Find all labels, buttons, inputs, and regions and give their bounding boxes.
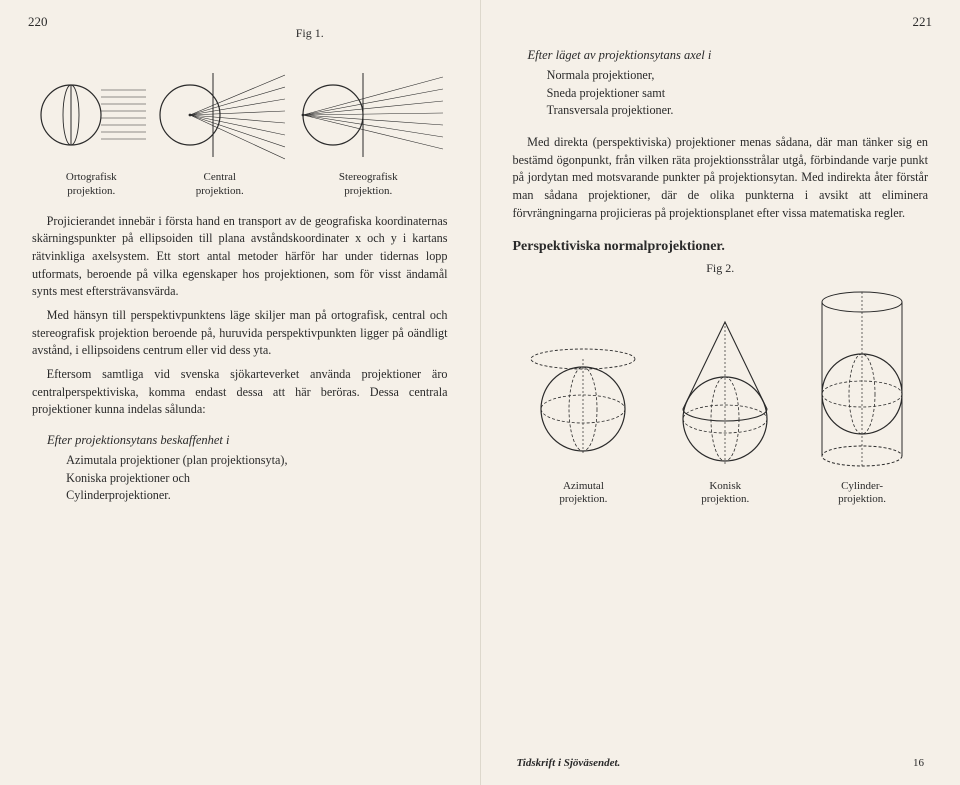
azimutal-diagram bbox=[523, 324, 643, 474]
section-perspektiviska: Perspektiviska normalprojektioner. bbox=[513, 239, 929, 255]
list2: Normala projektioner, Sneda projektioner… bbox=[547, 67, 928, 120]
list1-item-2: Cylinderprojektioner. bbox=[66, 487, 447, 505]
fig1-ortografisk: Ortografisk projektion. bbox=[36, 65, 146, 199]
fig1-caption-0a: Ortografisk bbox=[36, 171, 146, 185]
journal-footer: Tidskrift i Sjöväsendet. bbox=[517, 757, 621, 769]
fig1-caption-1a: Central bbox=[155, 171, 285, 185]
list1-item-1: Koniska projektioner och bbox=[66, 470, 447, 488]
ortografisk-diagram bbox=[36, 65, 146, 165]
fig1-caption-2b: projektion. bbox=[293, 185, 443, 199]
cylinder-diagram bbox=[807, 284, 917, 474]
list2-item-0: Normala projektioner, bbox=[547, 67, 928, 85]
fig2-caption-0a: Azimutal bbox=[523, 480, 643, 494]
fig1-stereografisk: Stereografisk projektion. bbox=[293, 65, 443, 199]
fig2-label: Fig 2. bbox=[513, 261, 929, 276]
fig1-caption-2a: Stereografisk bbox=[293, 171, 443, 185]
right-body-text: Med direkta (perspektiviska) projektione… bbox=[513, 134, 929, 222]
list2-item-1: Sneda projektioner samt bbox=[547, 85, 928, 103]
left-p3: Eftersom samtliga vid svenska sjökarteve… bbox=[32, 366, 448, 419]
left-p2: Med hänsyn till perspektivpunktens läge … bbox=[32, 307, 448, 360]
fig1-label: Fig 1. bbox=[172, 26, 448, 41]
left-page: 220 Fig 1. Ortografisk bbox=[0, 0, 481, 785]
fig2-caption-1a: Konisk bbox=[665, 480, 785, 494]
fig2-konisk: Konisk projektion. bbox=[665, 314, 785, 508]
fig2-row: Azimutal projektion. Konisk projektion. bbox=[513, 284, 929, 508]
fig2-azimutal: Azimutal projektion. bbox=[523, 324, 643, 508]
list2-item-2: Transversala projektioner. bbox=[547, 102, 928, 120]
folio-footer: 16 bbox=[913, 757, 924, 769]
fig2-caption-1b: projektion. bbox=[665, 493, 785, 507]
page-number-right: 221 bbox=[913, 14, 933, 30]
list1-item-0: Azimutala projektioner (plan projektions… bbox=[66, 452, 447, 470]
fig1-caption-0b: projektion. bbox=[36, 185, 146, 199]
right-p1: Med direkta (perspektiviska) projektione… bbox=[513, 134, 929, 222]
left-body-text: Projicierandet innebär i första hand en … bbox=[32, 213, 448, 420]
fig1-central: Central projektion. bbox=[155, 65, 285, 199]
list1: Azimutala projektioner (plan projektions… bbox=[66, 452, 447, 505]
page-number-left: 220 bbox=[28, 14, 48, 30]
right-page: 221 Efter läget av projektionsytans axel… bbox=[481, 0, 960, 785]
fig1-caption-1b: projektion. bbox=[155, 185, 285, 199]
fig2-caption-2b: projektion. bbox=[807, 493, 917, 507]
left-p1: Projicierandet innebär i första hand en … bbox=[32, 213, 448, 301]
central-diagram bbox=[155, 65, 285, 165]
list1-heading: Efter projektionsytans beskaffenhet i bbox=[47, 433, 448, 448]
fig2-caption-0b: projektion. bbox=[523, 493, 643, 507]
fig2-cylinder: Cylinder- projektion. bbox=[807, 284, 917, 508]
konisk-diagram bbox=[665, 314, 785, 474]
fig1-row: Ortografisk projektion. bbox=[32, 65, 448, 199]
fig2-caption-2a: Cylinder- bbox=[807, 480, 917, 494]
list2-heading: Efter läget av projektionsytans axel i bbox=[528, 48, 929, 63]
stereografisk-diagram bbox=[293, 65, 443, 165]
